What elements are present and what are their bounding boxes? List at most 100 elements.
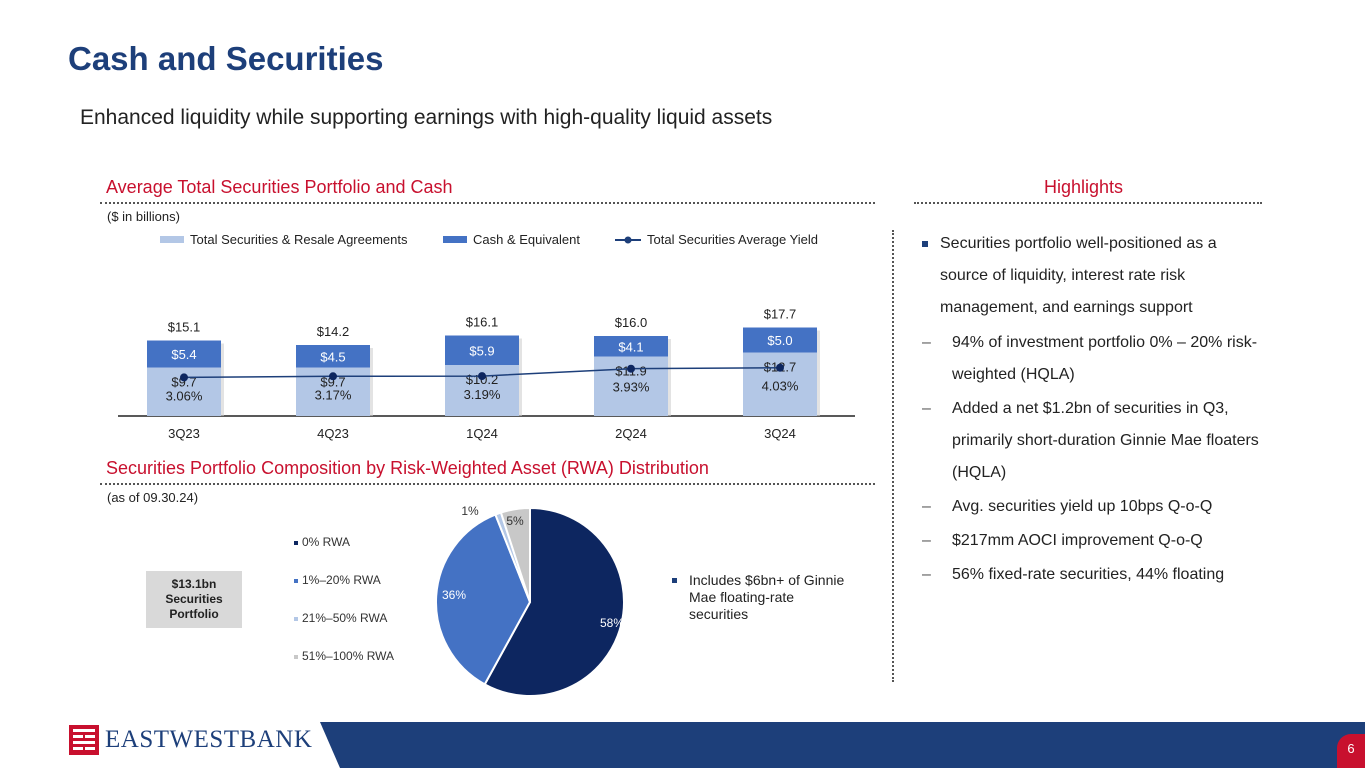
legend-label-securities: Total Securities & Resale Agreements xyxy=(190,232,408,247)
highlight-sub-text: Added a net $1.2bn of securities in Q3, … xyxy=(952,400,1259,481)
pie-section-divider xyxy=(100,483,875,485)
highlights-title: Highlights xyxy=(1044,177,1124,197)
yield-point xyxy=(776,363,784,372)
bar-total-label: $16.1 xyxy=(466,315,499,330)
pie-legend-swatch xyxy=(294,578,298,583)
pie-legend: 0% RWA 1%–20% RWA 21%–50% RWA 51%–100% R… xyxy=(294,535,424,665)
page-number: 6 xyxy=(1337,734,1365,768)
highlight-sub-item: – Added a net $1.2bn of securities in Q3,… xyxy=(922,393,1262,489)
highlight-sub-item: – $217mm AOCI improvement Q-o-Q xyxy=(922,525,1262,557)
legend-cash: Cash & Equivalent xyxy=(443,232,580,247)
bar-total-label: $14.2 xyxy=(317,324,350,339)
footer-logo: EASTWESTBANK xyxy=(69,725,312,755)
legend-securities: Total Securities & Resale Agreements xyxy=(160,232,408,247)
bar-securities xyxy=(743,352,817,416)
x-tick-label: 2Q24 xyxy=(615,426,647,441)
yield-label: 4.03% xyxy=(762,379,799,394)
bar-label-cash: $5.4 xyxy=(171,347,196,362)
bar-label-securities: $9.7 xyxy=(171,375,196,390)
bullet-icon xyxy=(922,241,928,247)
legend-label-cash: Cash & Equivalent xyxy=(473,232,580,247)
yield-label: 3.17% xyxy=(315,387,352,402)
pie-slice-label: 36% xyxy=(442,588,466,602)
vertical-divider xyxy=(892,230,894,682)
highlight-sub-text: Avg. securities yield up 10bps Q-o-Q xyxy=(952,498,1213,515)
pie-note: Includes $6bn+ of Ginnie Mae floating-ra… xyxy=(672,572,852,623)
highlight-main: Securities portfolio well-positioned as … xyxy=(922,228,1262,324)
pie-legend-swatch xyxy=(294,616,298,621)
pie-slice xyxy=(483,506,625,697)
highlights-divider xyxy=(914,202,1262,204)
bar-cash xyxy=(743,327,817,353)
bar-chart: $9.7$5.4$15.13Q23$9.7$4.5$14.24Q23$10.2$… xyxy=(118,307,855,441)
yield-label: 3.06% xyxy=(166,388,203,403)
bank-logo-icon xyxy=(69,725,99,755)
bar-total-label: $17.7 xyxy=(764,307,797,322)
pie-legend-swatch xyxy=(294,540,298,545)
bar-section-divider xyxy=(100,202,875,204)
bar-label-cash: $5.0 xyxy=(767,333,792,348)
highlight-sub-text: $217mm AOCI improvement Q-o-Q xyxy=(952,532,1203,549)
bullet-icon xyxy=(672,578,677,583)
highlight-sub-item: – Avg. securities yield up 10bps Q-o-Q xyxy=(922,491,1262,523)
bar-label-securities: $9.7 xyxy=(320,375,345,390)
pie-note-text: Includes $6bn+ of Ginnie Mae floating-ra… xyxy=(689,572,845,622)
bar-label-cash: $4.5 xyxy=(320,349,345,364)
legend-swatch-cash xyxy=(443,236,467,243)
dash-icon: – xyxy=(922,400,931,417)
pie-slice-label: 1% xyxy=(461,504,479,518)
pie-slice-label: 58% xyxy=(600,616,624,630)
pie-slice xyxy=(435,513,532,686)
dash-icon: – xyxy=(922,566,931,583)
x-tick-label: 3Q23 xyxy=(168,426,200,441)
dash-icon: – xyxy=(922,498,931,515)
bar-total-label: $15.1 xyxy=(168,320,201,335)
bar-chart-legend: Total Securities & Resale Agreements Cas… xyxy=(160,232,860,250)
bar-total-label: $16.0 xyxy=(615,315,648,330)
yield-point xyxy=(627,364,635,373)
highlight-sub-text: 56% fixed-rate securities, 44% floating xyxy=(952,566,1225,583)
legend-label-yield: Total Securities Average Yield xyxy=(647,232,819,247)
highlight-sub-item: – 94% of investment portfolio 0% – 20% ri… xyxy=(922,327,1262,391)
yield-point xyxy=(478,372,486,381)
pie-chart: 58% 36% 1% 5% xyxy=(435,504,625,697)
subtitle: Enhanced liquidity while supporting earn… xyxy=(80,106,773,129)
pie-legend-item: 1%–20% RWA xyxy=(294,573,381,587)
pie-legend-label: 21%–50% RWA xyxy=(302,611,388,625)
legend-swatch-yield xyxy=(615,236,641,243)
pie-legend-swatch xyxy=(294,654,298,659)
pie-section-title: Securities Portfolio Composition by Risk… xyxy=(106,458,709,478)
pie-legend-label: 51%–100% RWA xyxy=(302,649,395,663)
bank-logo-text: EASTWESTBANK xyxy=(105,726,313,753)
legend-yield: Total Securities Average Yield xyxy=(615,232,818,247)
portfolio-total-label: $13.1bn Securities Portfolio xyxy=(165,577,223,621)
x-tick-label: 1Q24 xyxy=(466,426,498,441)
pie-slice-label: 5% xyxy=(506,514,524,528)
bar-label-cash: $5.9 xyxy=(469,343,494,358)
dash-icon: – xyxy=(922,532,931,549)
bar-cash xyxy=(147,340,221,368)
yield-point xyxy=(329,372,337,381)
bar-label-cash: $4.1 xyxy=(618,339,643,354)
x-tick-label: 4Q23 xyxy=(317,426,349,441)
yield-label: 3.93% xyxy=(613,380,650,395)
legend-swatch-securities xyxy=(160,236,184,243)
units-note: ($ in billions) xyxy=(107,209,180,224)
page-title: Cash and Securities xyxy=(68,40,384,77)
pie-slice xyxy=(499,506,531,603)
bar-cash xyxy=(594,336,668,357)
pie-legend-item: 0% RWA xyxy=(294,535,350,549)
bar-cash xyxy=(445,335,519,365)
pie-legend-label: 0% RWA xyxy=(302,535,351,549)
highlight-sub-text: 94% of investment portfolio 0% – 20% ris… xyxy=(952,334,1258,383)
bar-cash xyxy=(296,345,370,368)
highlight-subs: – 94% of investment portfolio 0% – 20% ri… xyxy=(922,327,1262,591)
pie-legend-label: 1%–20% RWA xyxy=(302,573,381,587)
yield-label: 3.19% xyxy=(464,387,501,402)
pie-legend-item: 21%–50% RWA xyxy=(294,611,387,625)
x-tick-label: 3Q24 xyxy=(764,426,796,441)
dash-icon: – xyxy=(922,334,931,351)
as-of-note: (as of 09.30.24) xyxy=(107,490,199,505)
portfolio-total-box: $13.1bn Securities Portfolio xyxy=(146,571,242,628)
highlights-list: Securities portfolio well-positioned as … xyxy=(922,228,1262,591)
